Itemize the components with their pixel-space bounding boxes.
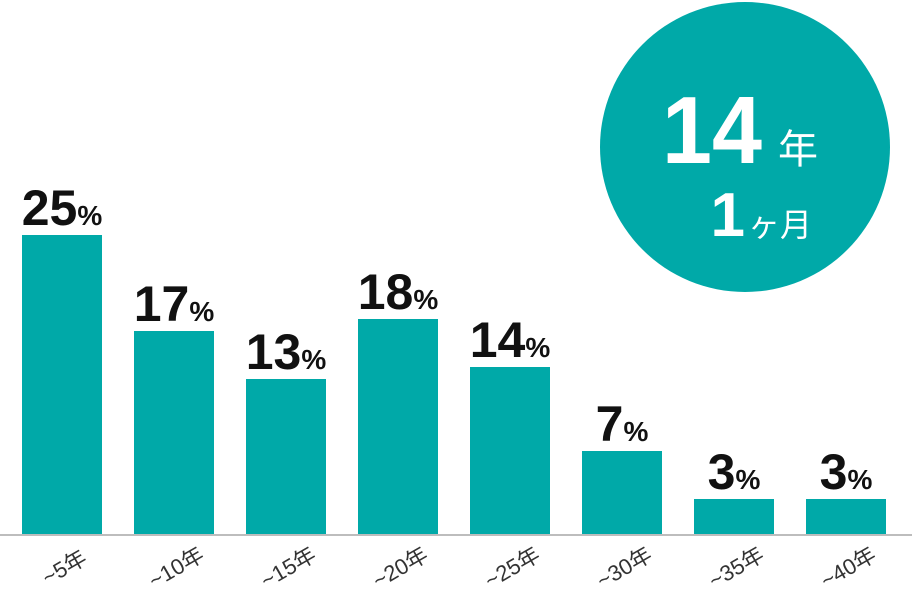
bar-value-label: 3% bbox=[708, 444, 761, 500]
bar-1 bbox=[22, 235, 102, 535]
bar-8 bbox=[806, 499, 886, 535]
bar-value-number: 3 bbox=[820, 444, 848, 500]
badge-years-unit: 年 bbox=[778, 128, 818, 172]
bar-2 bbox=[134, 331, 214, 535]
bar-value-unit: % bbox=[413, 284, 438, 315]
x-tick-label: ~10年 bbox=[144, 542, 208, 593]
bar-value-unit: % bbox=[301, 344, 326, 375]
bar-value-unit: % bbox=[77, 200, 102, 231]
bar-value-number: 3 bbox=[708, 444, 736, 500]
x-tick-label: ~20年 bbox=[368, 542, 432, 593]
bar-value-label: 18% bbox=[358, 264, 439, 320]
x-tick-label: ~40年 bbox=[816, 542, 880, 593]
x-tick-label: ~35年 bbox=[704, 542, 768, 593]
bar-value-unit: % bbox=[189, 296, 214, 327]
bar-4 bbox=[358, 319, 438, 535]
bar-value-unit: % bbox=[525, 332, 550, 363]
bar-value-number: 13 bbox=[246, 324, 302, 380]
bar-value-number: 25 bbox=[22, 180, 78, 236]
x-tick-label: ~15年 bbox=[256, 542, 320, 593]
x-tick-label: ~25年 bbox=[480, 542, 544, 593]
bar-7 bbox=[694, 499, 774, 535]
bar-6 bbox=[582, 451, 662, 535]
badge-years-value: 14 bbox=[662, 77, 762, 184]
bar-value-unit: % bbox=[623, 416, 648, 447]
bar-value-label: 7% bbox=[596, 396, 649, 452]
bar-value-number: 14 bbox=[470, 312, 526, 368]
bar-value-label: 3% bbox=[820, 444, 873, 500]
bar-value-number: 17 bbox=[134, 276, 190, 332]
bar-value-label: 13% bbox=[246, 324, 327, 380]
badge-months-value: 1 bbox=[711, 181, 745, 250]
bar-3 bbox=[246, 379, 326, 535]
bar-5 bbox=[470, 367, 550, 535]
bar-value-label: 25% bbox=[22, 180, 103, 236]
x-tick-label: ~5年 bbox=[38, 545, 91, 590]
x-tick-label: ~30年 bbox=[592, 542, 656, 593]
bar-value-number: 18 bbox=[358, 264, 414, 320]
badge-months-unit: ヶ月 bbox=[748, 207, 812, 243]
average-tenure-badge: 14 年 1 ヶ月 bbox=[600, 2, 890, 292]
badge-circle bbox=[600, 2, 890, 292]
bar-value-unit: % bbox=[847, 464, 872, 495]
bar-value-unit: % bbox=[735, 464, 760, 495]
bar-value-label: 14% bbox=[470, 312, 551, 368]
bar-value-label: 17% bbox=[134, 276, 215, 332]
bar-value-number: 7 bbox=[596, 396, 624, 452]
